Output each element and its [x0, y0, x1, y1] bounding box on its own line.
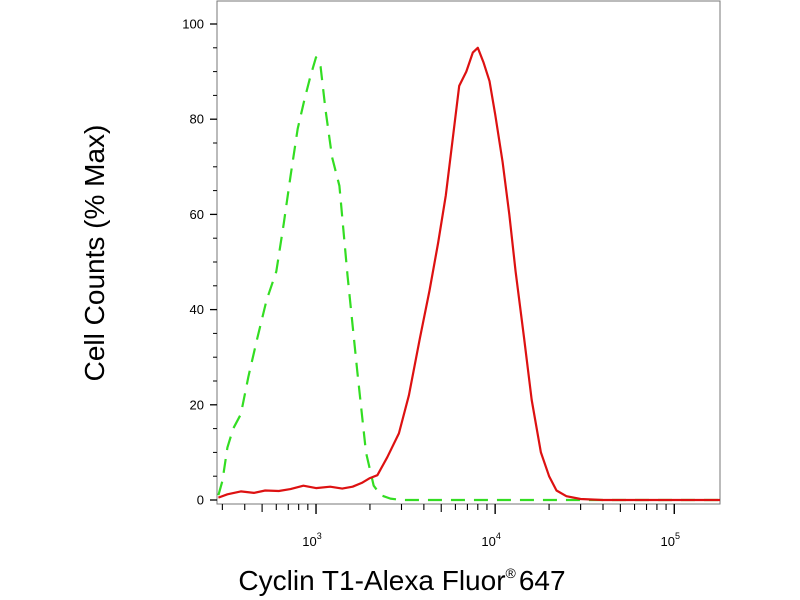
y-tick-label: 0 [197, 493, 204, 508]
x-axis-title-main: Cyclin T1-Alexa Fluor [238, 565, 505, 596]
y-axis-title: Cell Counts (% Max) [79, 125, 110, 382]
y-axis-ticks: 0 20 40 60 80 100 [182, 17, 217, 508]
series-line-dashed [217, 56, 720, 502]
x-tick-label-base: 10 [481, 534, 495, 549]
x-tick-label: 104 [481, 531, 500, 549]
x-axis-title-suffix: 647 [519, 565, 566, 596]
plot-area-frame [216, 0, 721, 505]
x-tick-label-base: 10 [302, 534, 316, 549]
x-tick-label-exponent: 5 [675, 531, 680, 541]
y-tick-label: 40 [190, 302, 204, 317]
y-tick-label: 60 [190, 207, 204, 222]
y-tick-label: 20 [190, 397, 204, 412]
x-axis-title: Cyclin T1-Alexa Fluor® 647 [238, 565, 565, 596]
x-tick-label-exponent: 4 [496, 531, 501, 541]
series-layer [217, 46, 720, 502]
x-tick-label: 103 [302, 531, 321, 549]
x-tick-label-base: 10 [661, 534, 675, 549]
x-tick-label: 105 [661, 531, 680, 549]
y-tick-label: 80 [190, 112, 204, 127]
x-axis-title-registered-mark: ® [506, 565, 517, 581]
series-line-solid [218, 46, 720, 502]
x-axis-ticks: 103 104 105 [221, 504, 680, 549]
y-tick-label: 100 [182, 17, 204, 32]
x-tick-label-exponent: 3 [317, 531, 322, 541]
